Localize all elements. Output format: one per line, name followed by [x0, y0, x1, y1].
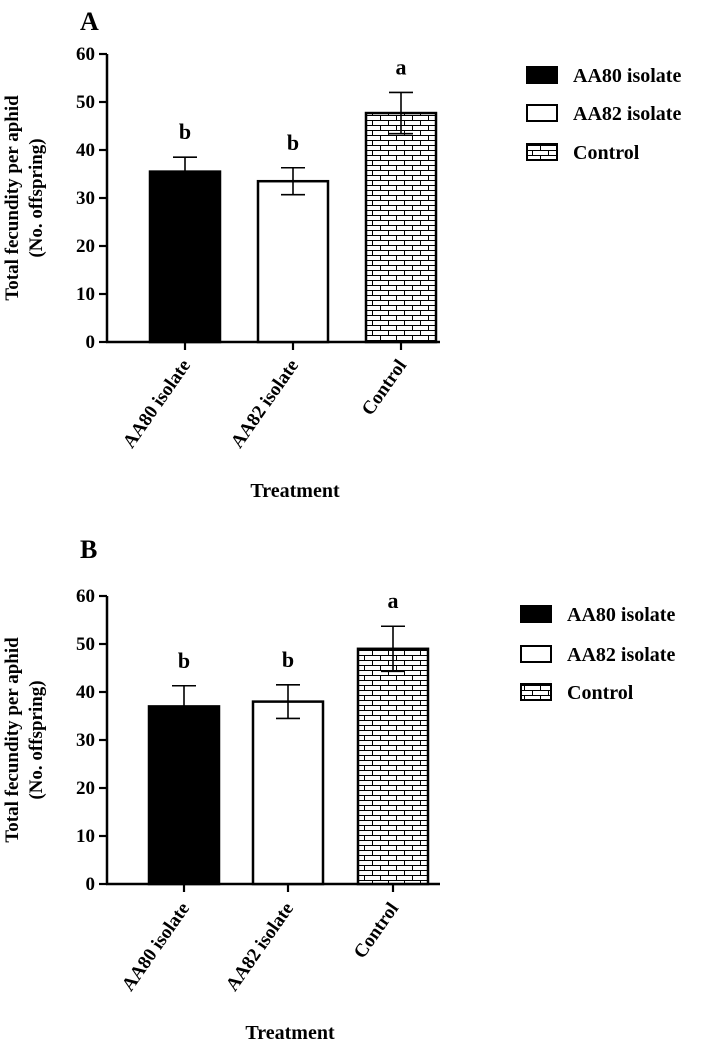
- y-tick-label: 50: [76, 92, 95, 113]
- bar: [251, 700, 325, 886]
- significance-letter: a: [396, 54, 407, 79]
- legend-label: AA82 isolate: [573, 103, 681, 125]
- y-tick-label: 0: [86, 332, 96, 353]
- y-axis-title-line1: Total fecundity per aphid: [2, 95, 23, 301]
- panel-a: A 0 10 20 30 40 50 60 b AA80 isolate b AA82 isolate…: [2, 7, 681, 502]
- panel-label: A: [80, 7, 99, 36]
- panel-b: B 0 10 20 30 40 50 60 b AA80 isolate b AA82 isolate…: [2, 535, 675, 1043]
- bar: [356, 647, 430, 886]
- y-tick-label: 50: [76, 634, 95, 655]
- y-axis-title-line2: (No. offspring): [26, 680, 47, 799]
- x-axis-title: Treatment: [250, 480, 340, 502]
- bar: [364, 111, 438, 344]
- significance-letter: a: [388, 588, 399, 613]
- significance-letter: b: [282, 647, 294, 672]
- x-tick-label: AA82 isolate: [227, 356, 303, 452]
- y-tick-label: 0: [86, 874, 96, 895]
- y-axis-title-line2: (No. offspring): [26, 138, 47, 257]
- legend-label: AA80 isolate: [567, 604, 675, 626]
- legend-swatch: [526, 66, 558, 84]
- panel-label: B: [80, 535, 97, 564]
- legend-swatch: [520, 645, 552, 663]
- legend-label: Control: [567, 682, 634, 704]
- legend-label: AA80 isolate: [573, 65, 681, 87]
- legend-swatch: [526, 143, 558, 161]
- significance-letter: b: [287, 130, 299, 155]
- x-tick-label: Control: [358, 356, 411, 420]
- legend-swatch: [520, 683, 552, 701]
- y-tick-label: 10: [76, 284, 95, 305]
- x-axis-title: Treatment: [245, 1022, 335, 1043]
- legend-label: Control: [573, 142, 640, 164]
- y-axis-title-line1: Total fecundity per aphid: [2, 637, 23, 843]
- y-tick-label: 40: [76, 140, 95, 161]
- legend-swatch: [520, 605, 552, 623]
- y-tick-label: 40: [76, 682, 95, 703]
- y-tick-label: 60: [76, 44, 95, 65]
- y-tick-label: 30: [76, 730, 95, 751]
- bar: [148, 170, 222, 344]
- significance-letter: b: [179, 119, 191, 144]
- y-tick-label: 10: [76, 826, 95, 847]
- y-tick-label: 30: [76, 188, 95, 209]
- x-tick-label: AA80 isolate: [118, 899, 194, 995]
- bar: [256, 179, 330, 344]
- y-tick-label: 60: [76, 586, 95, 607]
- x-tick-label: AA80 isolate: [119, 356, 195, 452]
- y-tick-label: 20: [76, 236, 95, 257]
- x-tick-label: AA82 isolate: [222, 899, 298, 995]
- significance-letter: b: [178, 648, 190, 673]
- legend-swatch: [526, 104, 558, 122]
- x-tick-label: Control: [350, 899, 403, 963]
- legend-label: AA82 isolate: [567, 644, 675, 666]
- y-tick-label: 20: [76, 778, 95, 799]
- bar: [147, 705, 221, 886]
